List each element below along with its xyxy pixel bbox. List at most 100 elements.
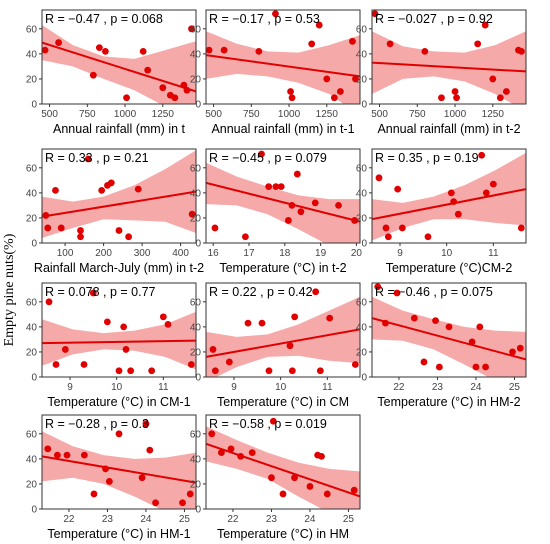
data-point (371, 10, 379, 18)
data-point (159, 84, 167, 92)
data-point (318, 452, 325, 460)
x-tick-label: 200 (95, 248, 112, 259)
stat-annotation: R = −0.47 , p = 0.068 (45, 12, 163, 26)
data-point (516, 344, 524, 352)
data-point (476, 323, 484, 331)
x-tick-label: 750 (243, 109, 260, 120)
data-point (52, 361, 60, 368)
data-point (57, 224, 65, 232)
data-point (186, 490, 194, 498)
x-tick-label: 9 (397, 248, 403, 259)
regression-line (42, 339, 196, 345)
data-point (144, 66, 152, 74)
data-point (424, 233, 432, 241)
y-tick-label: 60 (190, 297, 202, 308)
stat-annotation: R = −0.58 , p = 0.019 (209, 417, 327, 431)
x-axis-label: Annual rainfall (mm) in t-1 (211, 122, 354, 136)
y-tick-label: 60 (190, 163, 202, 174)
data-point (188, 210, 196, 218)
y-tick-label: 20 (190, 74, 202, 85)
data-point (398, 224, 406, 232)
data-point (95, 44, 103, 51)
data-point (258, 150, 265, 158)
data-point (123, 94, 130, 102)
data-point (447, 189, 455, 197)
x-axis-label: Temperature (°C)CM-2 (386, 261, 513, 275)
data-point (291, 313, 299, 321)
y-tick-label: 20 (26, 213, 38, 224)
x-tick-label: 10 (275, 382, 287, 393)
data-point (451, 88, 459, 95)
stat-annotation: R = −0.46 , p = 0.075 (375, 285, 493, 299)
data-point (349, 37, 356, 45)
x-axis-label: Annual rainfall (mm) in t-2 (377, 122, 520, 136)
y-tick-label: 40 (190, 322, 202, 333)
x-tick-label: 22 (227, 514, 239, 525)
panel-rainfall-t1: 0 20 40 60 500 750 1000 1250 R = −0.17 , p = 0.5… (190, 4, 368, 139)
regression-line (42, 455, 196, 484)
plot-frame (41, 148, 197, 244)
confidence-band (372, 152, 526, 241)
data-point (183, 86, 191, 94)
regression-line (206, 181, 360, 223)
data-point (272, 183, 280, 190)
data-point (312, 288, 320, 296)
x-tick-label: 25 (179, 514, 191, 525)
x-tick-label: 10 (441, 248, 453, 259)
data-point (482, 363, 489, 371)
data-point (241, 233, 249, 241)
data-point (179, 499, 186, 507)
plot-frame (205, 9, 361, 105)
data-point (77, 227, 84, 234)
plot-frame (205, 148, 361, 244)
data-point (148, 367, 156, 375)
data-point (375, 174, 383, 182)
scatter-plot: 0 20 40 60 500 750 1000 1250 R = −0.17 , p = 0.5… (190, 9, 361, 136)
stat-annotation: R = −0.17 , p = 0.53 (209, 12, 320, 26)
regression-line (372, 317, 526, 361)
plot-frame (371, 282, 527, 378)
plot-frame (371, 148, 527, 244)
data-point (248, 449, 256, 456)
data-point (102, 465, 109, 473)
data-point (351, 361, 359, 368)
panel-temperature-hm1: 0 20 40 60 22 23 24 25 R = −0.28 , p = 0.3 Temper… (26, 409, 204, 544)
data-point (45, 298, 53, 306)
data-point (125, 233, 133, 241)
y-tick-label: 0 (361, 239, 367, 250)
data-point (211, 224, 219, 232)
x-tick-label: 1000 (114, 109, 137, 120)
scatter-plot: 0 20 40 60 500 750 1000 1250 R = −0.47 , p = 0.0… (26, 9, 197, 136)
data-point (326, 314, 334, 322)
data-point (54, 451, 61, 459)
data-point (421, 47, 429, 55)
data-point (152, 499, 159, 507)
y-tick-label: 20 (190, 213, 202, 224)
data-point (77, 233, 84, 241)
x-tick-label: 1000 (444, 109, 467, 120)
data-point (205, 46, 213, 54)
x-tick-label: 1250 (316, 109, 339, 120)
data-point (171, 94, 179, 102)
x-tick-label: 23 (432, 382, 444, 393)
data-point (227, 445, 235, 453)
x-tick-label: 500 (205, 109, 222, 120)
y-tick-label: 0 (195, 505, 201, 516)
data-point (287, 88, 294, 95)
x-axis-label: Temperature (°C) in CM (217, 395, 349, 409)
panel-temperature-t2: 0 20 40 60 16 17 18 19 20 R = −0.45 , p = 0.079 Te… (190, 143, 368, 278)
x-tick-label: 1000 (278, 109, 301, 120)
y-tick-label: 0 (361, 100, 367, 111)
data-point (386, 40, 394, 48)
y-tick-label: 60 (26, 297, 38, 308)
data-point (89, 289, 97, 297)
data-point (323, 490, 331, 498)
data-point (518, 47, 525, 55)
data-point (272, 10, 279, 18)
regression-line (42, 190, 196, 218)
x-tick-label: 750 (79, 109, 96, 120)
data-point (284, 217, 292, 224)
plot-frame (205, 414, 361, 510)
data-point (107, 179, 115, 187)
data-point (80, 451, 88, 459)
